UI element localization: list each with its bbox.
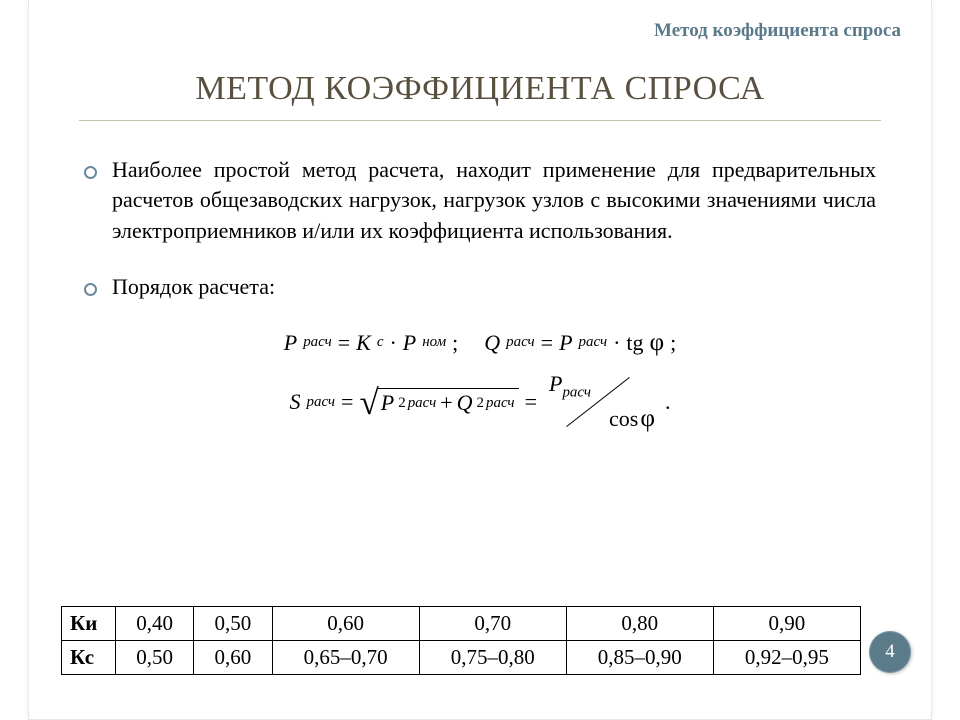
bullet-procedure: Порядок расчета:	[84, 272, 876, 302]
table-cell: 0,70	[419, 607, 566, 641]
formula-line-2: Sрасч = √ P2расч + Q2расч = Pрасч cosφ .	[160, 375, 800, 429]
table-cell: 0,92–0,95	[713, 641, 860, 675]
table-row: Кс 0,50 0,60 0,65–0,70 0,75–0,80 0,85–0,…	[62, 641, 861, 675]
table-cell: 0,85–0,90	[566, 641, 713, 675]
table-cell: 0,65–0,70	[272, 641, 419, 675]
row-header-ki: Ки	[62, 607, 116, 641]
section-header: Метод коэффициента спроса	[654, 20, 901, 42]
table-cell: 0,60	[272, 607, 419, 641]
coefficient-table: Ки 0,40 0,50 0,60 0,70 0,80 0,90 Кс 0,50…	[61, 606, 861, 675]
fraction: Pрасч cosφ	[543, 375, 653, 429]
table-row: Ки 0,40 0,50 0,60 0,70 0,80 0,90	[62, 607, 861, 641]
table-cell: 0,60	[194, 641, 272, 675]
table: Ки 0,40 0,50 0,60 0,70 0,80 0,90 Кс 0,50…	[61, 606, 861, 675]
formula-block: Pрасч = Kс · Pном ; Qрасч = Pрасч · tgφ;…	[160, 328, 800, 429]
page-number-badge: 4	[869, 631, 911, 673]
table-cell: 0,50	[194, 607, 272, 641]
sqrt-icon: √ P2расч + Q2расч	[359, 388, 518, 416]
table-cell: 0,40	[116, 607, 194, 641]
table-cell: 0,80	[566, 607, 713, 641]
table-cell: 0,50	[116, 641, 194, 675]
row-header-kc: Кс	[62, 641, 116, 675]
formula-line-1: Pрасч = Kс · Pном ; Qрасч = Pрасч · tgφ;	[160, 328, 800, 357]
table-cell: 0,75–0,80	[419, 641, 566, 675]
bullet-description: Наиболее простой метод расчета, находит …	[84, 155, 876, 246]
table-cell: 0,90	[713, 607, 860, 641]
slide: Метод коэффициента спроса МЕТОД КОЭФФИЦИ…	[28, 0, 932, 720]
slide-body: Наиболее простой метод расчета, находит …	[84, 155, 876, 447]
slide-title: МЕТОД КОЭФФИЦИЕНТА СПРОСА	[79, 70, 881, 121]
